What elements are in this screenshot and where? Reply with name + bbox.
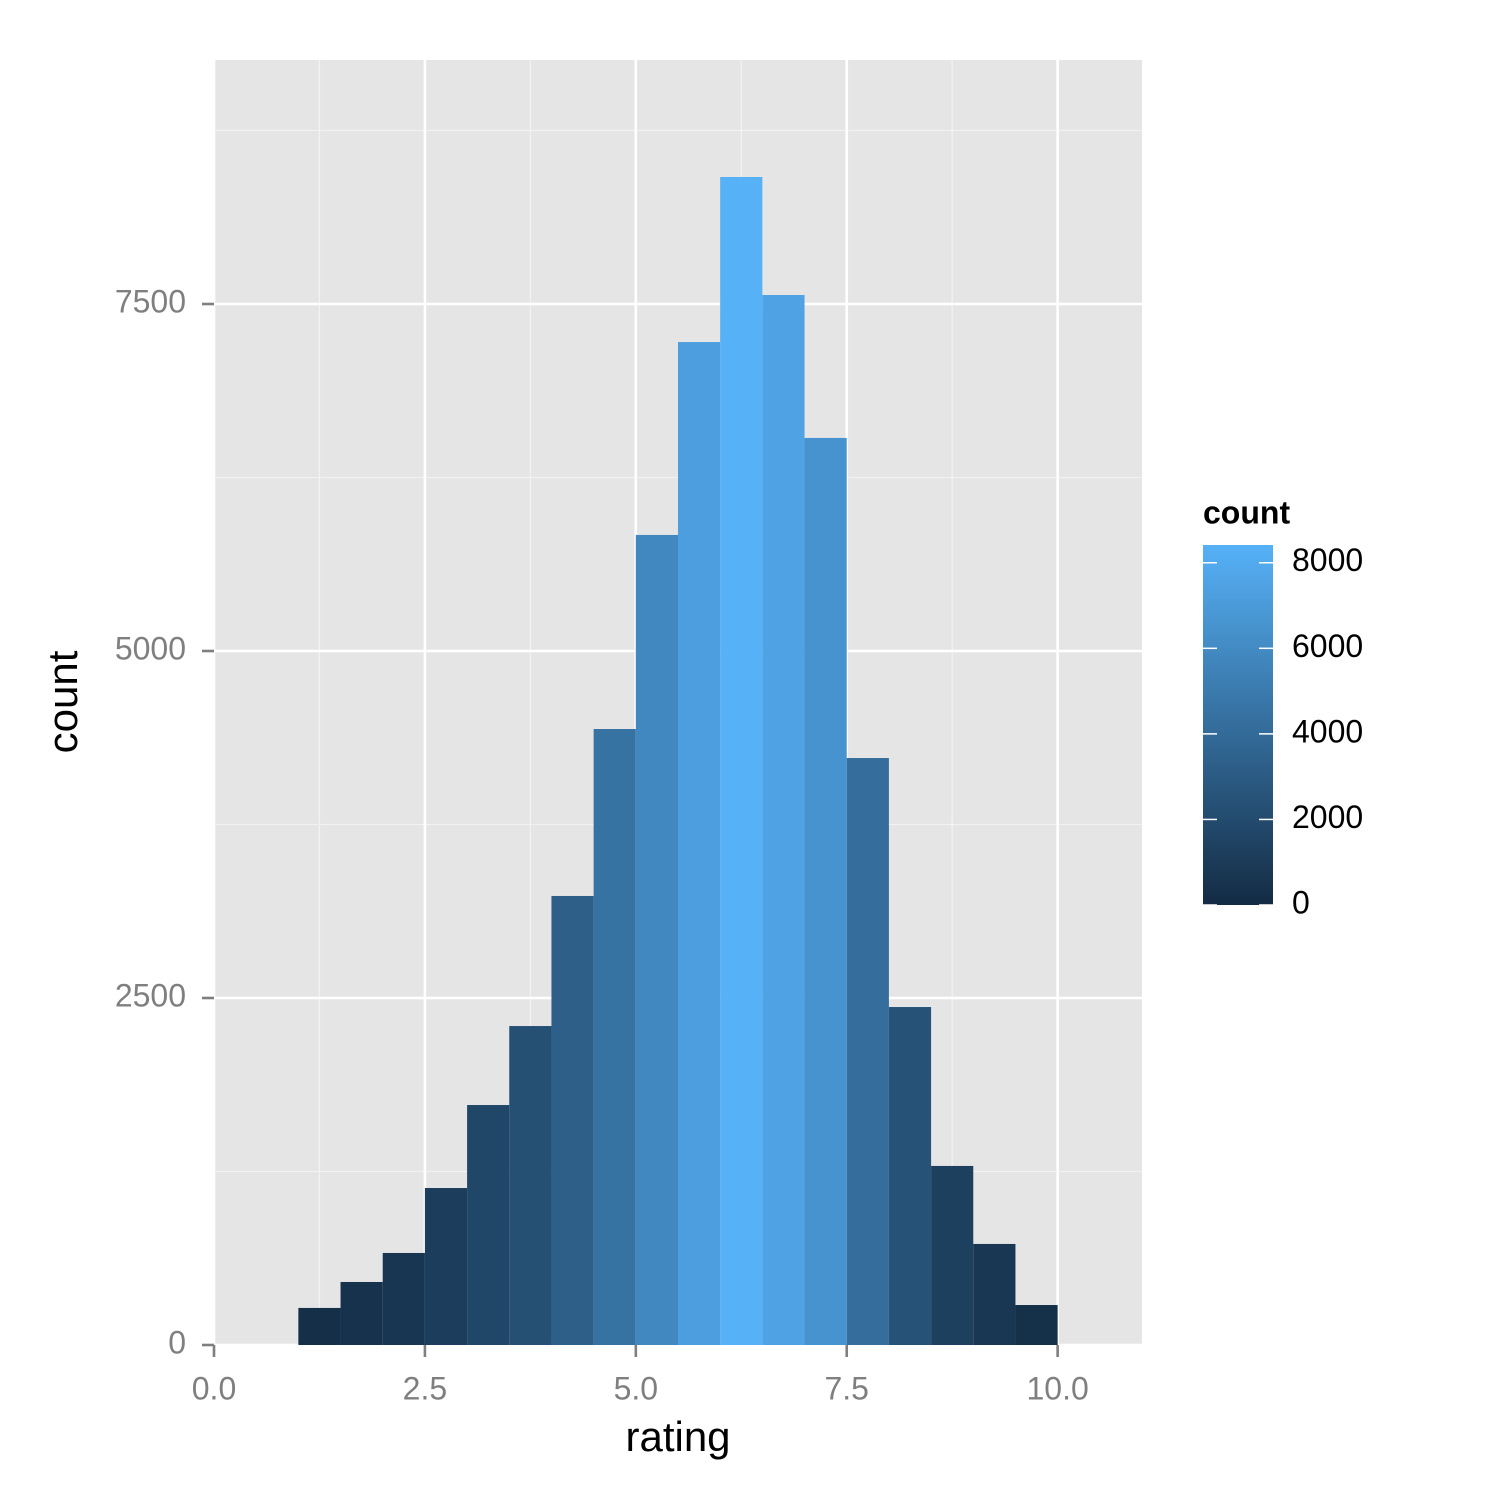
y-tick-label: 7500 (115, 283, 186, 319)
bar (762, 294, 805, 1345)
bar (424, 1188, 468, 1345)
bar (340, 1281, 383, 1345)
y-tick-label: 0 (168, 1324, 186, 1360)
bar (467, 1105, 510, 1345)
bar (846, 758, 889, 1345)
x-tick-label: 0.0 (192, 1370, 236, 1406)
bar (382, 1252, 425, 1345)
legend-title: count (1203, 494, 1290, 530)
bar (635, 534, 678, 1345)
bar (973, 1243, 1016, 1345)
legend-tick-label: 6000 (1292, 628, 1363, 664)
x-tick-label: 2.5 (403, 1370, 447, 1406)
bar (720, 177, 763, 1345)
bar (888, 1007, 932, 1345)
x-tick-label: 10.0 (1026, 1370, 1088, 1406)
bar (298, 1307, 341, 1345)
y-tick-label: 2500 (115, 977, 186, 1013)
bar (804, 437, 847, 1345)
bar (593, 729, 636, 1345)
y-axis-title: count (39, 650, 86, 753)
legend-tick-label: 0 (1292, 884, 1310, 920)
bar (509, 1026, 552, 1345)
x-tick-label: 7.5 (824, 1370, 868, 1406)
bar (551, 895, 594, 1345)
x-axis-title: rating (625, 1413, 730, 1460)
bar (931, 1165, 974, 1345)
colorbar (1203, 545, 1273, 905)
bar (1015, 1305, 1058, 1345)
legend-tick-label: 4000 (1292, 713, 1363, 749)
bar (678, 342, 721, 1345)
legend-tick-label: 8000 (1292, 542, 1363, 578)
x-tick-label: 5.0 (614, 1370, 658, 1406)
legend-tick-label: 2000 (1292, 799, 1363, 835)
y-tick-label: 5000 (115, 630, 186, 666)
